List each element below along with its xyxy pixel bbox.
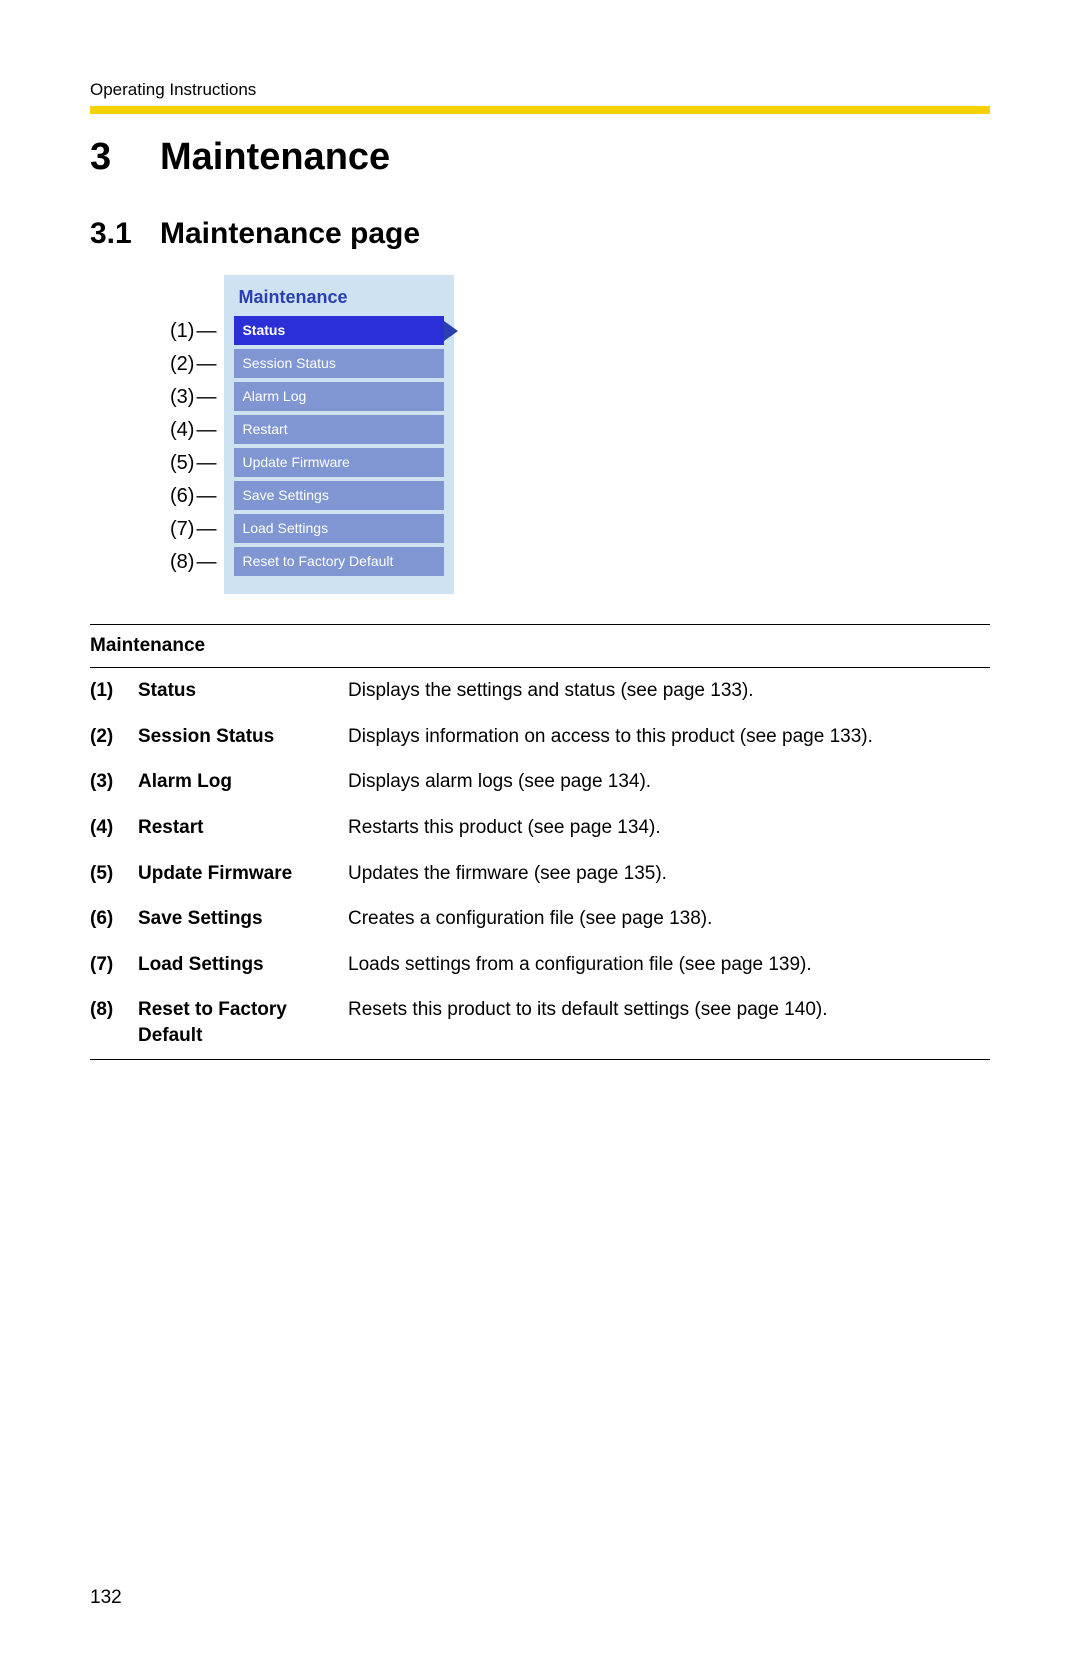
row-number: (7)	[90, 952, 138, 978]
row-number: (1)	[90, 678, 138, 704]
row-desc: Resets this product to its default setti…	[348, 997, 990, 1048]
menu-item-label: Status	[242, 322, 285, 338]
row-desc: Creates a configuration file (see page 1…	[348, 906, 990, 932]
row-name: Save Settings	[138, 906, 348, 932]
row-number: (2)	[90, 724, 138, 750]
row-name: Session Status	[138, 724, 348, 750]
row-number: (6)	[90, 906, 138, 932]
menu-item-update-firmware[interactable]: Update Firmware	[234, 448, 444, 477]
menu-item-label: Update Firmware	[242, 454, 349, 470]
callout-1: (1)	[170, 320, 194, 342]
table-row: (5) Update Firmware Updates the firmware…	[90, 851, 990, 897]
header-label: Operating Instructions	[90, 80, 990, 100]
menu-item-session-status[interactable]: Session Status	[234, 349, 444, 378]
chapter-title: Maintenance	[160, 136, 390, 178]
menu-item-label: Load Settings	[242, 520, 328, 536]
row-number: (8)	[90, 997, 138, 1048]
row-desc: Loads settings from a configuration file…	[348, 952, 990, 978]
menu-item-status[interactable]: Status	[234, 316, 444, 345]
chapter-heading: 3Maintenance	[90, 136, 990, 179]
menu-item-load-settings[interactable]: Load Settings	[234, 514, 444, 543]
menu-item-save-settings[interactable]: Save Settings	[234, 481, 444, 510]
row-desc: Displays alarm logs (see page 134).	[348, 769, 990, 795]
menu-item-label: Restart	[242, 421, 287, 437]
menu-item-restart[interactable]: Restart	[234, 415, 444, 444]
row-number: (4)	[90, 815, 138, 841]
callout-3: (3)	[170, 386, 194, 408]
table-row: (6) Save Settings Creates a configuratio…	[90, 896, 990, 942]
menu-title: Maintenance	[234, 283, 444, 316]
row-desc: Restarts this product (see page 134).	[348, 815, 990, 841]
table-row: (4) Restart Restarts this product (see p…	[90, 805, 990, 851]
callout-8: (8)	[170, 551, 194, 573]
menu-item-label: Session Status	[242, 355, 335, 371]
active-arrow-icon	[444, 321, 458, 341]
menu-figure: (1)— (2)— (3)— (4)— (5)— (6)— (7)— (8)— …	[170, 275, 990, 594]
section-heading: 3.1Maintenance page	[90, 217, 990, 251]
table-row: (3) Alarm Log Displays alarm logs (see p…	[90, 759, 990, 805]
callout-4: (4)	[170, 419, 194, 441]
row-desc: Displays the settings and status (see pa…	[348, 678, 990, 704]
menu-item-alarm-log[interactable]: Alarm Log	[234, 382, 444, 411]
row-name: Reset to Factory Default	[138, 997, 348, 1048]
maintenance-menu: Maintenance Status Session Status Alarm …	[224, 275, 454, 594]
row-name: Alarm Log	[138, 769, 348, 795]
row-name: Status	[138, 678, 348, 704]
description-table: Maintenance (1) Status Displays the sett…	[90, 624, 990, 1060]
row-number: (5)	[90, 861, 138, 887]
page-number: 132	[90, 1587, 122, 1609]
menu-item-label: Alarm Log	[242, 388, 306, 404]
callout-6: (6)	[170, 485, 194, 507]
chapter-number: 3	[90, 136, 160, 179]
row-desc: Displays information on access to this p…	[348, 724, 990, 750]
row-number: (3)	[90, 769, 138, 795]
callout-7: (7)	[170, 518, 194, 540]
section-number: 3.1	[90, 217, 160, 251]
row-name: Load Settings	[138, 952, 348, 978]
row-name: Restart	[138, 815, 348, 841]
callout-2: (2)	[170, 353, 194, 375]
section-rule	[90, 106, 990, 114]
callout-column: (1)— (2)— (3)— (4)— (5)— (6)— (7)— (8)—	[170, 275, 218, 594]
row-desc: Updates the firmware (see page 135).	[348, 861, 990, 887]
menu-item-reset-factory[interactable]: Reset to Factory Default	[234, 547, 444, 576]
callout-5: (5)	[170, 452, 194, 474]
section-title: Maintenance page	[160, 217, 420, 250]
table-row: (2) Session Status Displays information …	[90, 714, 990, 760]
table-heading: Maintenance	[90, 625, 990, 668]
row-name: Update Firmware	[138, 861, 348, 887]
menu-item-label: Save Settings	[242, 487, 328, 503]
menu-item-label: Reset to Factory Default	[242, 553, 393, 569]
table-row: (8) Reset to Factory Default Resets this…	[90, 987, 990, 1058]
table-row: (1) Status Displays the settings and sta…	[90, 668, 990, 714]
table-row: (7) Load Settings Loads settings from a …	[90, 942, 990, 988]
